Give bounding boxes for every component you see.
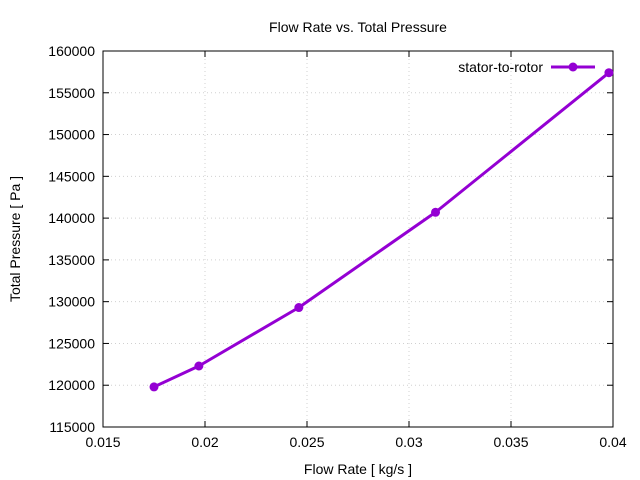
y-tick-label: 145000 (48, 168, 95, 184)
legend-marker (568, 62, 578, 72)
y-tick-label: 115000 (49, 419, 95, 435)
x-tick-label: 0.04 (599, 434, 626, 450)
data-point (294, 303, 304, 313)
x-tick-label: 0.03 (395, 434, 422, 450)
grid (103, 51, 613, 427)
x-tick-label: 0.02 (191, 434, 218, 450)
y-tick-label: 160000 (48, 43, 95, 59)
data-point (149, 382, 159, 392)
y-tick-label: 120000 (48, 377, 95, 393)
legend: stator-to-rotor (458, 59, 595, 75)
series-line (153, 71, 610, 389)
data-point (431, 207, 441, 217)
y-tick-label: 140000 (48, 210, 95, 226)
plot-frame (102, 50, 614, 428)
data-point (604, 68, 614, 78)
x-tick-label: 0.035 (493, 434, 528, 450)
y-tick-label: 130000 (48, 294, 95, 310)
y-axis: 115000 120000 125000 130000 135000 140000 1450… (48, 43, 613, 435)
y-tick-label: 125000 (48, 335, 95, 351)
x-axis: 0.015 0.02 0.025 0.03 0.035 0.04 (85, 51, 627, 450)
y-tick-label: 135000 (48, 252, 95, 268)
x-tick-label: 0.025 (289, 434, 324, 450)
data-point (194, 361, 204, 371)
x-axis-label: Flow Rate [ kg/s ] (304, 461, 412, 477)
x-tick-label: 0.015 (85, 434, 120, 450)
chart-title: Flow Rate vs. Total Pressure (269, 19, 447, 35)
y-tick-label: 155000 (48, 85, 95, 101)
legend-label: stator-to-rotor (458, 59, 543, 75)
series-layer (149, 68, 614, 392)
y-tick-label: 150000 (48, 127, 95, 143)
y-axis-label: Total Pressure [ Pa ] (7, 176, 23, 302)
